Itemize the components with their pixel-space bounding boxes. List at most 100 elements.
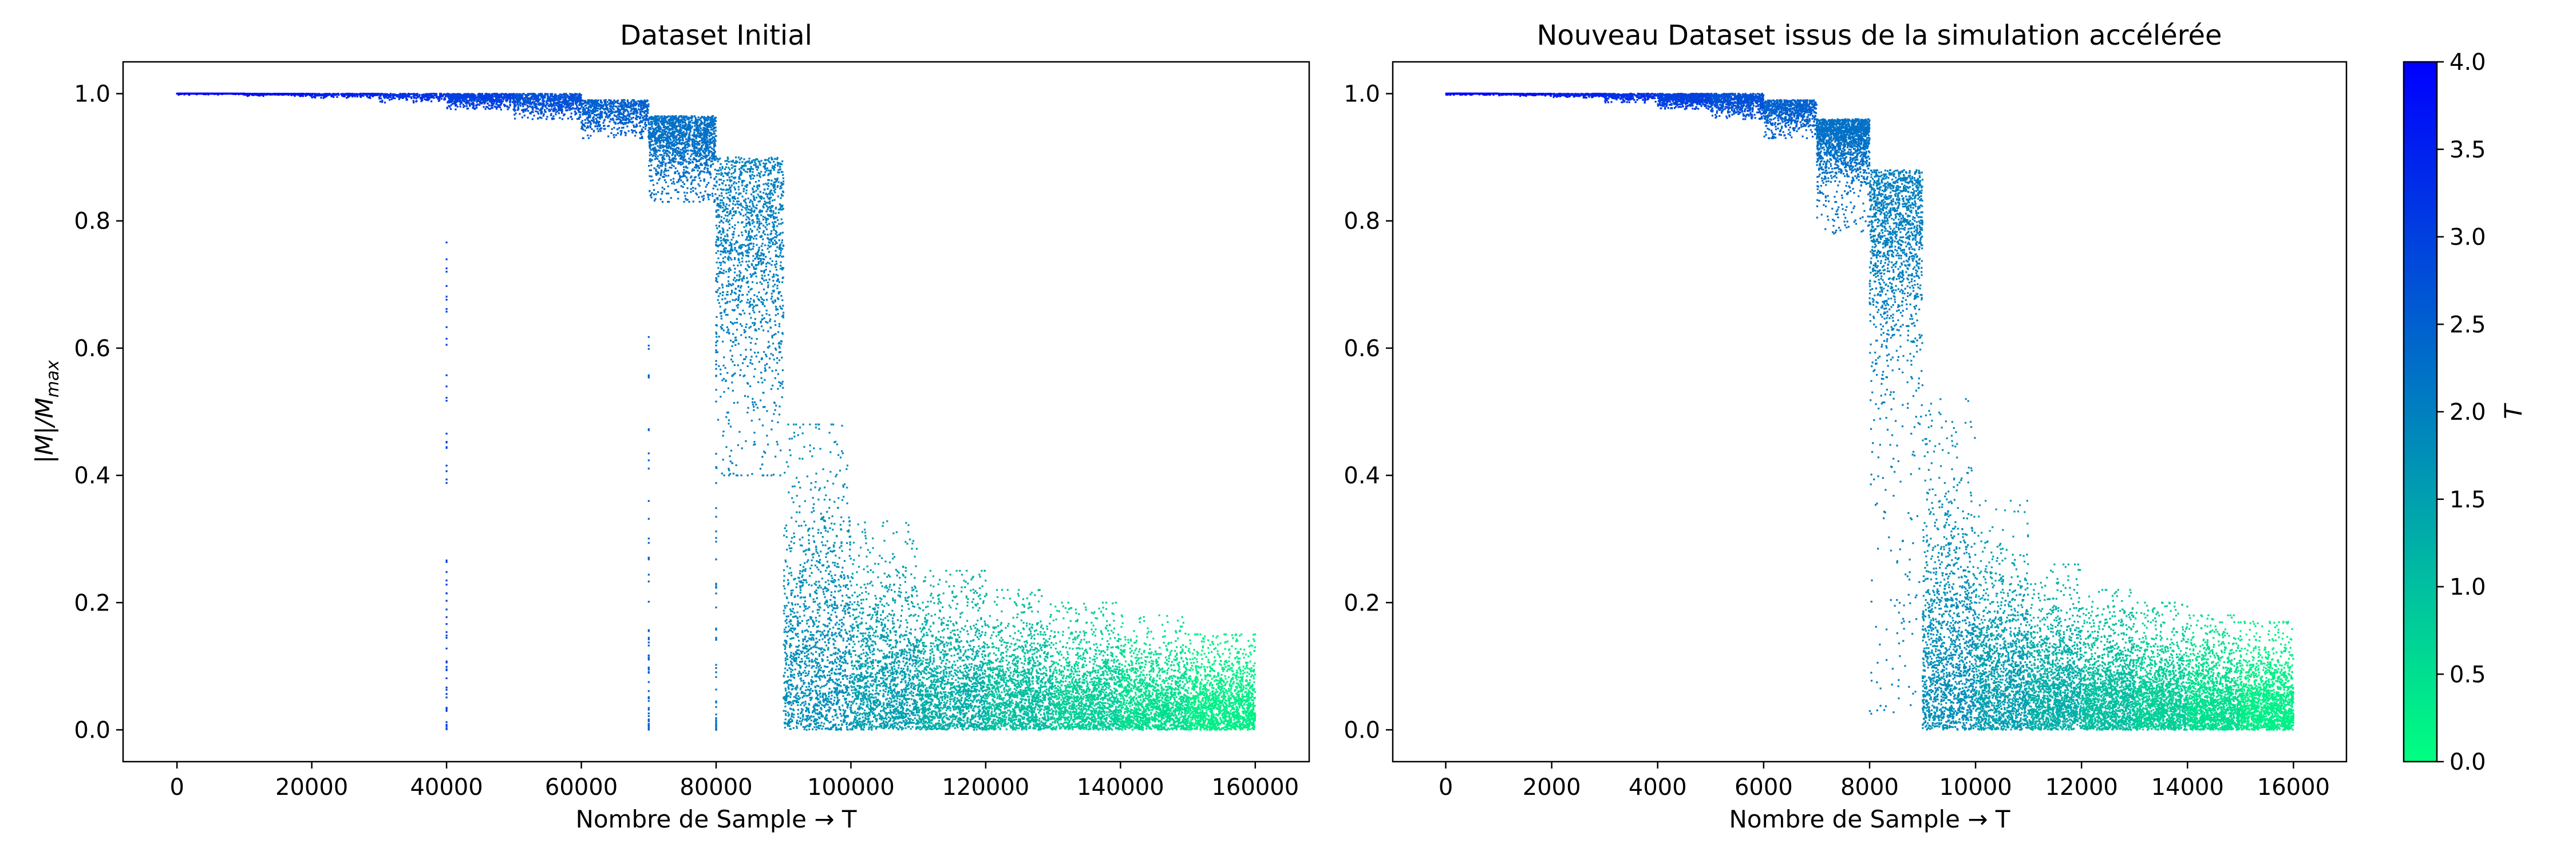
left-data-point [667, 200, 670, 203]
left-data-point [693, 144, 695, 146]
left-data-point [551, 104, 554, 106]
left-data-point [617, 100, 619, 102]
left-data-point [622, 115, 625, 117]
left-data-point [663, 115, 665, 117]
left-data-point [689, 161, 691, 164]
left-data-point [415, 93, 417, 95]
left-data-point [392, 96, 394, 98]
left-data-point [678, 140, 681, 142]
left-data-point [660, 172, 662, 174]
left-data-point [451, 96, 453, 98]
left-data-point [648, 118, 650, 120]
left-data-point [649, 158, 651, 160]
left-data-point [670, 159, 673, 161]
left-data-point [623, 103, 626, 105]
left-data-point [380, 95, 382, 97]
left-data-point [639, 111, 641, 113]
left-data-point [646, 106, 648, 108]
left-data-point [682, 148, 684, 151]
left-data-point [679, 128, 681, 130]
left-data-point [702, 151, 705, 153]
left-data-point [695, 127, 697, 129]
left-data-point [484, 108, 487, 110]
left-data-point [673, 157, 675, 160]
left-data-point [460, 97, 463, 99]
left-data-point [425, 99, 428, 101]
left-data-point [470, 98, 472, 101]
left-data-point [649, 190, 651, 192]
left-data-point [552, 97, 555, 99]
left-data-point [669, 118, 671, 120]
left-data-point [758, 257, 760, 259]
left-data-point [667, 200, 669, 203]
left-data-point [494, 93, 496, 95]
left-data-point [543, 113, 545, 115]
left-data-point [465, 105, 468, 107]
left-data-point [555, 94, 558, 97]
left-data-point [524, 109, 527, 112]
left-data-point [649, 159, 651, 161]
left-data-point [242, 92, 244, 95]
left-data-point [710, 155, 713, 157]
left-data-point [687, 124, 689, 126]
left-data-point [663, 171, 665, 174]
left-data-point [577, 109, 579, 111]
left-data-point [407, 94, 409, 96]
left-data-point [658, 160, 660, 162]
left-data-point [483, 103, 485, 105]
left-data-point [684, 175, 686, 178]
left-data-point [633, 126, 635, 128]
left-data-point [713, 126, 715, 129]
left-data-point [600, 101, 603, 104]
left-data-point [670, 117, 672, 119]
left-data-point [564, 106, 567, 108]
left-data-point [449, 106, 451, 108]
left-data-point [650, 133, 653, 136]
left-data-point [378, 97, 381, 100]
left-data-point [645, 114, 647, 116]
left-data-point [539, 109, 541, 112]
left-data-point [555, 104, 558, 107]
left-data-point [580, 125, 583, 128]
left-data-point [356, 93, 358, 96]
left-data-point [555, 113, 557, 116]
left-data-point [688, 121, 690, 123]
left-data-point [378, 93, 381, 95]
left-data-point [700, 120, 702, 122]
left-data-point [397, 94, 400, 96]
left-data-point [649, 175, 651, 178]
left-data-point [705, 163, 708, 165]
left-data-point [714, 159, 717, 161]
left-data-point [369, 93, 371, 96]
left-data-point [655, 132, 657, 135]
left-data-point [775, 269, 778, 271]
left-subplot: Dataset Initial 0 20000 40000 60000 80000 100… [30, 19, 1310, 833]
left-data-point [495, 108, 498, 110]
left-data-point [740, 285, 742, 287]
left-data-point [592, 108, 594, 111]
left-data-point [720, 315, 722, 317]
left-data-point [606, 113, 608, 115]
left-data-point [652, 147, 654, 149]
left-data-point [579, 96, 582, 98]
left-data-point [477, 94, 479, 97]
left-data-point [730, 258, 733, 261]
left-data-point [497, 96, 499, 98]
left-data-point [456, 97, 459, 100]
left-data-point [578, 117, 580, 120]
left-data-point [709, 132, 711, 134]
left-data-point [508, 96, 511, 99]
left-data-point [685, 138, 688, 140]
left-data-point [667, 136, 669, 139]
left-data-point [563, 114, 565, 117]
left-data-point [619, 116, 622, 119]
left-data-point [715, 224, 717, 227]
left-data-point [446, 107, 448, 109]
left-data-point [521, 97, 523, 99]
left-data-point [518, 98, 520, 101]
left-data-point [620, 133, 622, 136]
left-data-point [588, 99, 591, 101]
left-data-point [644, 121, 646, 124]
left-data-point [621, 116, 623, 119]
left-data-point [574, 111, 576, 113]
